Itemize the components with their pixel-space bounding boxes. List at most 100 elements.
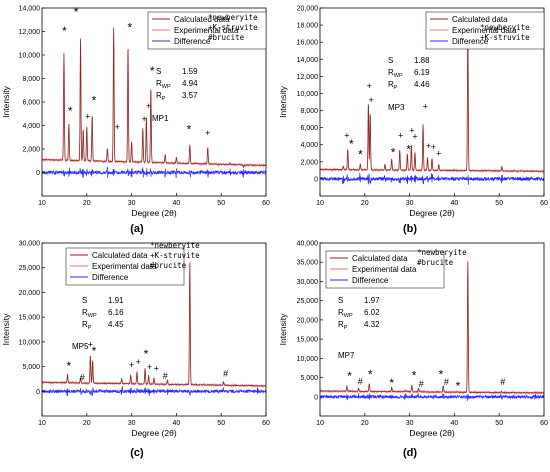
stat-value: 1.91 (108, 296, 124, 305)
x-tick-label: 20 (361, 420, 369, 427)
panel-label: (d) (403, 447, 417, 459)
y-tick-label: 0 (314, 394, 318, 401)
y-tick-label: 5,000 (300, 375, 318, 382)
series-difference (42, 386, 266, 397)
phase-marker: + (431, 142, 436, 152)
series-difference (42, 166, 266, 179)
phase-marker: + (115, 122, 120, 132)
series-difference (320, 172, 544, 185)
phase-marker: * (150, 64, 155, 78)
y-tick-label: 0 (36, 389, 40, 396)
stat-label: S (388, 56, 393, 65)
y-tick-label: 25,000 (19, 265, 41, 272)
y-tick-label: 20,000 (297, 6, 319, 13)
legend-entry: Difference (92, 273, 129, 282)
stat-label: S (82, 296, 87, 305)
x-tick-label: 10 (38, 420, 46, 427)
legend-entry: Experimental data (352, 265, 417, 274)
series-difference (320, 392, 544, 401)
phase-marker: + (367, 81, 372, 91)
y-axis-label: Intensity (278, 85, 288, 117)
phase-marker: + (147, 362, 152, 372)
x-tick-label: 20 (83, 200, 91, 207)
y-tick-label: 10,000 (297, 356, 319, 363)
x-tick-label: 50 (495, 200, 503, 207)
y-tick-label: 12,000 (297, 74, 319, 81)
stat-value: 6.02 (364, 308, 380, 317)
y-tick-label: 18,000 (297, 23, 319, 30)
y-tick-label: 10,000 (297, 91, 319, 98)
phase-marker: + (146, 101, 151, 111)
y-tick-label: 12,000 (19, 29, 41, 36)
y-tick-label: 16,000 (297, 40, 319, 47)
series-calculated-data (320, 261, 544, 394)
phase-marker: # (223, 368, 228, 378)
y-tick-label: 35,000 (297, 260, 319, 267)
legend-entry: Calculated data (352, 254, 408, 263)
y-tick-label: 15,000 (19, 315, 41, 322)
x-axis-label: Degree (2θ) (131, 428, 177, 438)
stat-value: 4.46 (414, 80, 430, 89)
phase-marker: * (74, 5, 79, 19)
phase-marker: + (409, 126, 414, 136)
y-tick-label: 4,000 (22, 123, 40, 130)
x-tick-label: 60 (262, 420, 270, 427)
phase-marker: + (426, 141, 431, 151)
x-tick-label: 20 (83, 420, 91, 427)
x-tick-label: 10 (316, 420, 324, 427)
sample-label: MP1 (152, 114, 169, 123)
phase-marker: * (439, 368, 444, 382)
y-tick-label: 40,000 (297, 241, 319, 248)
stat-label: RWP (82, 308, 97, 319)
phase-marker: * (368, 368, 373, 382)
plot-area (42, 261, 266, 397)
phase-marker: + (423, 102, 428, 112)
phase-marker: * (144, 347, 149, 361)
y-tick-label: 6,000 (22, 100, 40, 107)
phase-legend-entry: *newberyite (208, 13, 258, 22)
phase-marker: + (129, 360, 134, 370)
phase-legend-entry: *newberyite (417, 248, 467, 257)
series-calculated-data (42, 262, 266, 387)
y-tick-label: 10,000 (19, 53, 41, 60)
x-tick-label: 40 (173, 200, 181, 207)
phase-marker: # (500, 377, 505, 387)
x-tick-label: 40 (451, 420, 459, 427)
phase-legend-entry: *newberyite (480, 23, 530, 32)
y-tick-label: 10,000 (19, 339, 41, 346)
y-tick-label: 20,000 (297, 317, 319, 324)
stat-value: 1.88 (414, 56, 430, 65)
y-tick-label: 0 (36, 170, 40, 177)
legend-entry: Experimental data (452, 26, 517, 35)
y-tick-label: 6,000 (300, 125, 318, 132)
x-tick-label: 10 (38, 200, 46, 207)
phase-marker: + (398, 131, 403, 141)
series-experimental-data (320, 260, 544, 396)
phase-marker: * (67, 359, 72, 373)
phase-marker: * (62, 24, 67, 38)
x-tick-label: 10 (316, 200, 324, 207)
sample-label: MP7 (338, 351, 355, 360)
chart-panel-1: ***+*+*++** +10 20 30 40 50 6002,0004,0006,000… (1, 5, 270, 235)
phase-marker: * (349, 137, 354, 151)
stat-label: RWP (388, 68, 403, 79)
phase-legend-entry: +K-struvite (150, 251, 200, 260)
phase-marker: * (358, 147, 363, 161)
phase-marker: * (412, 368, 417, 382)
phase-marker: * (127, 21, 132, 35)
series-experimental-data (42, 261, 266, 389)
plot-frame (41, 242, 267, 417)
y-tick-label: 15,000 (297, 337, 319, 344)
plot-area (320, 260, 544, 401)
x-tick-label: 50 (217, 420, 225, 427)
stat-value: 4.45 (108, 320, 124, 329)
legend-entry: Experimental data (92, 262, 157, 271)
series-experimental-data (42, 28, 266, 169)
stat-label: RP (82, 320, 92, 331)
panel-label: (c) (130, 447, 144, 459)
x-tick-label: 30 (128, 420, 136, 427)
series-calculated-data (42, 27, 266, 168)
phase-marker: + (412, 132, 417, 142)
x-tick-label: 60 (540, 420, 548, 427)
